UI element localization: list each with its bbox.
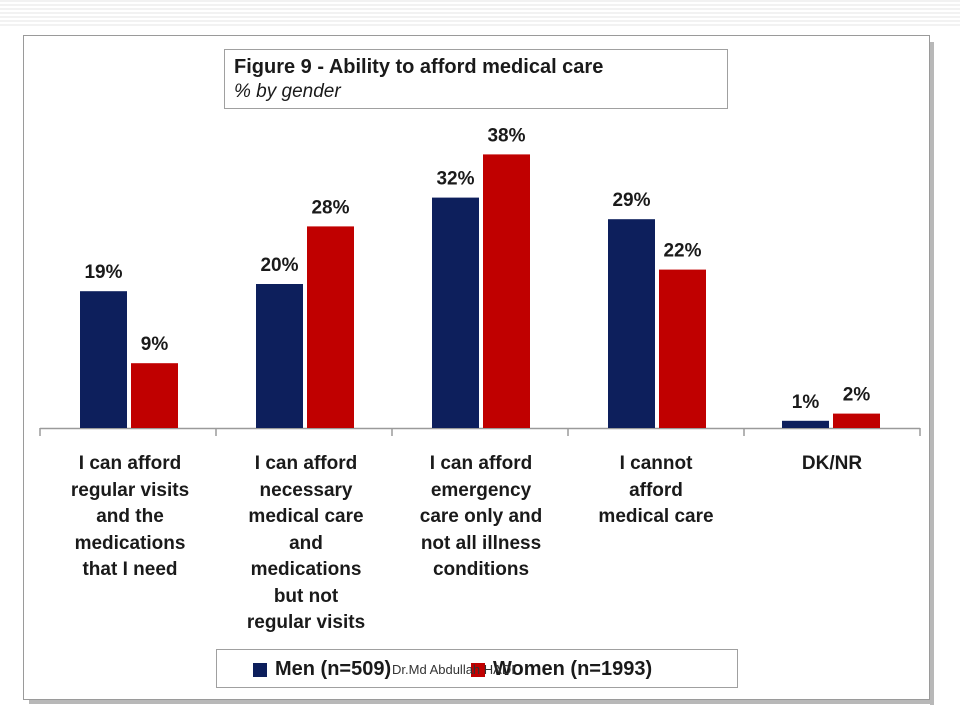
data-label-women-1: 28% <box>311 197 349 218</box>
category-label-4: DK/NR <box>747 451 917 478</box>
category-label-3-line-1: afford <box>629 479 683 501</box>
category-label-0-line-0: I can afford <box>78 453 182 474</box>
data-label-women-3: 22% <box>663 241 701 262</box>
legend-swatch-men <box>253 662 267 677</box>
bar-women-4 <box>833 413 880 428</box>
data-label-women-2: 38% <box>487 125 525 146</box>
category-label-1-line-3: and <box>289 532 323 554</box>
legend-item-men: Men (n=509) <box>253 658 391 681</box>
bar-women-3 <box>659 269 706 428</box>
chart-subtitle: % by gender <box>234 81 341 102</box>
category-label-1-line-1: necessary <box>259 479 353 501</box>
title-box: Figure 9 - Ability to afford medical car… <box>224 49 728 109</box>
legend-swatch-women <box>471 662 485 677</box>
frame-shadow-bottom <box>29 700 934 704</box>
category-label-1-line-2: medical care <box>248 506 364 527</box>
top-stripes <box>0 0 960 26</box>
legend-label-men: Men (n=509) <box>275 658 392 680</box>
data-label-men-0: 19% <box>84 262 122 283</box>
category-label-4-line-0: DK/NR <box>801 453 863 474</box>
chart-frame <box>23 35 930 700</box>
category-label-1-line-0: I can afford <box>254 453 358 474</box>
category-label-1-line-5: but not <box>273 585 339 607</box>
category-label-1: I can afford necessary medical care and medi… <box>221 451 391 637</box>
category-label-2-line-1: emergency <box>430 479 532 501</box>
category-label-3-line-2: medical care <box>598 506 714 527</box>
legend-label-women: Women (n=1993) <box>493 658 653 680</box>
bar-women-1 <box>307 226 354 428</box>
bar-women-0 <box>131 363 178 428</box>
category-label-0: I can afford regular visits and the medicat… <box>45 451 215 584</box>
bar-men-2 <box>432 197 479 428</box>
category-label-0-line-2: and the <box>96 506 164 527</box>
category-label-2-line-3: not all illness <box>420 532 542 554</box>
category-label-3-line-0: I cannot <box>619 453 693 474</box>
category-label-1-line-6: regular visits <box>246 612 366 633</box>
category-label-2-line-4: conditions <box>432 559 530 580</box>
legend: Men (n=509) Women (n=1993) <box>216 649 738 688</box>
bar-men-0 <box>80 291 127 428</box>
data-label-men-4: 1% <box>792 392 820 413</box>
bar-men-1 <box>256 284 303 428</box>
watermark: Dr.Md Abdullah HADI <box>392 662 515 677</box>
category-label-3: I cannot afford medical care <box>571 451 741 531</box>
data-label-men-3: 29% <box>612 190 650 211</box>
category-label-2-line-0: I can afford <box>429 453 533 474</box>
bar-women-2 <box>483 154 530 428</box>
data-label-men-2: 32% <box>436 169 474 190</box>
data-label-men-1: 20% <box>260 255 298 276</box>
bar-men-3 <box>608 219 655 428</box>
category-label-2-line-2: care only and <box>419 506 543 527</box>
category-label-2: I can afford emergency care only and not al… <box>396 451 566 584</box>
category-label-1-line-4: medications <box>250 559 362 580</box>
frame-shadow-right <box>930 42 934 705</box>
chart-title: Figure 9 - Ability to afford medical car… <box>234 56 604 78</box>
data-label-women-0: 9% <box>141 334 169 355</box>
data-label-women-4: 2% <box>843 385 871 406</box>
legend-item-women: Women (n=1993) <box>471 658 652 681</box>
bar-men-4 <box>782 420 829 428</box>
category-label-0-line-4: that I need <box>82 559 178 580</box>
category-label-0-line-1: regular visits <box>70 479 190 501</box>
category-label-0-line-3: medications <box>74 532 186 554</box>
